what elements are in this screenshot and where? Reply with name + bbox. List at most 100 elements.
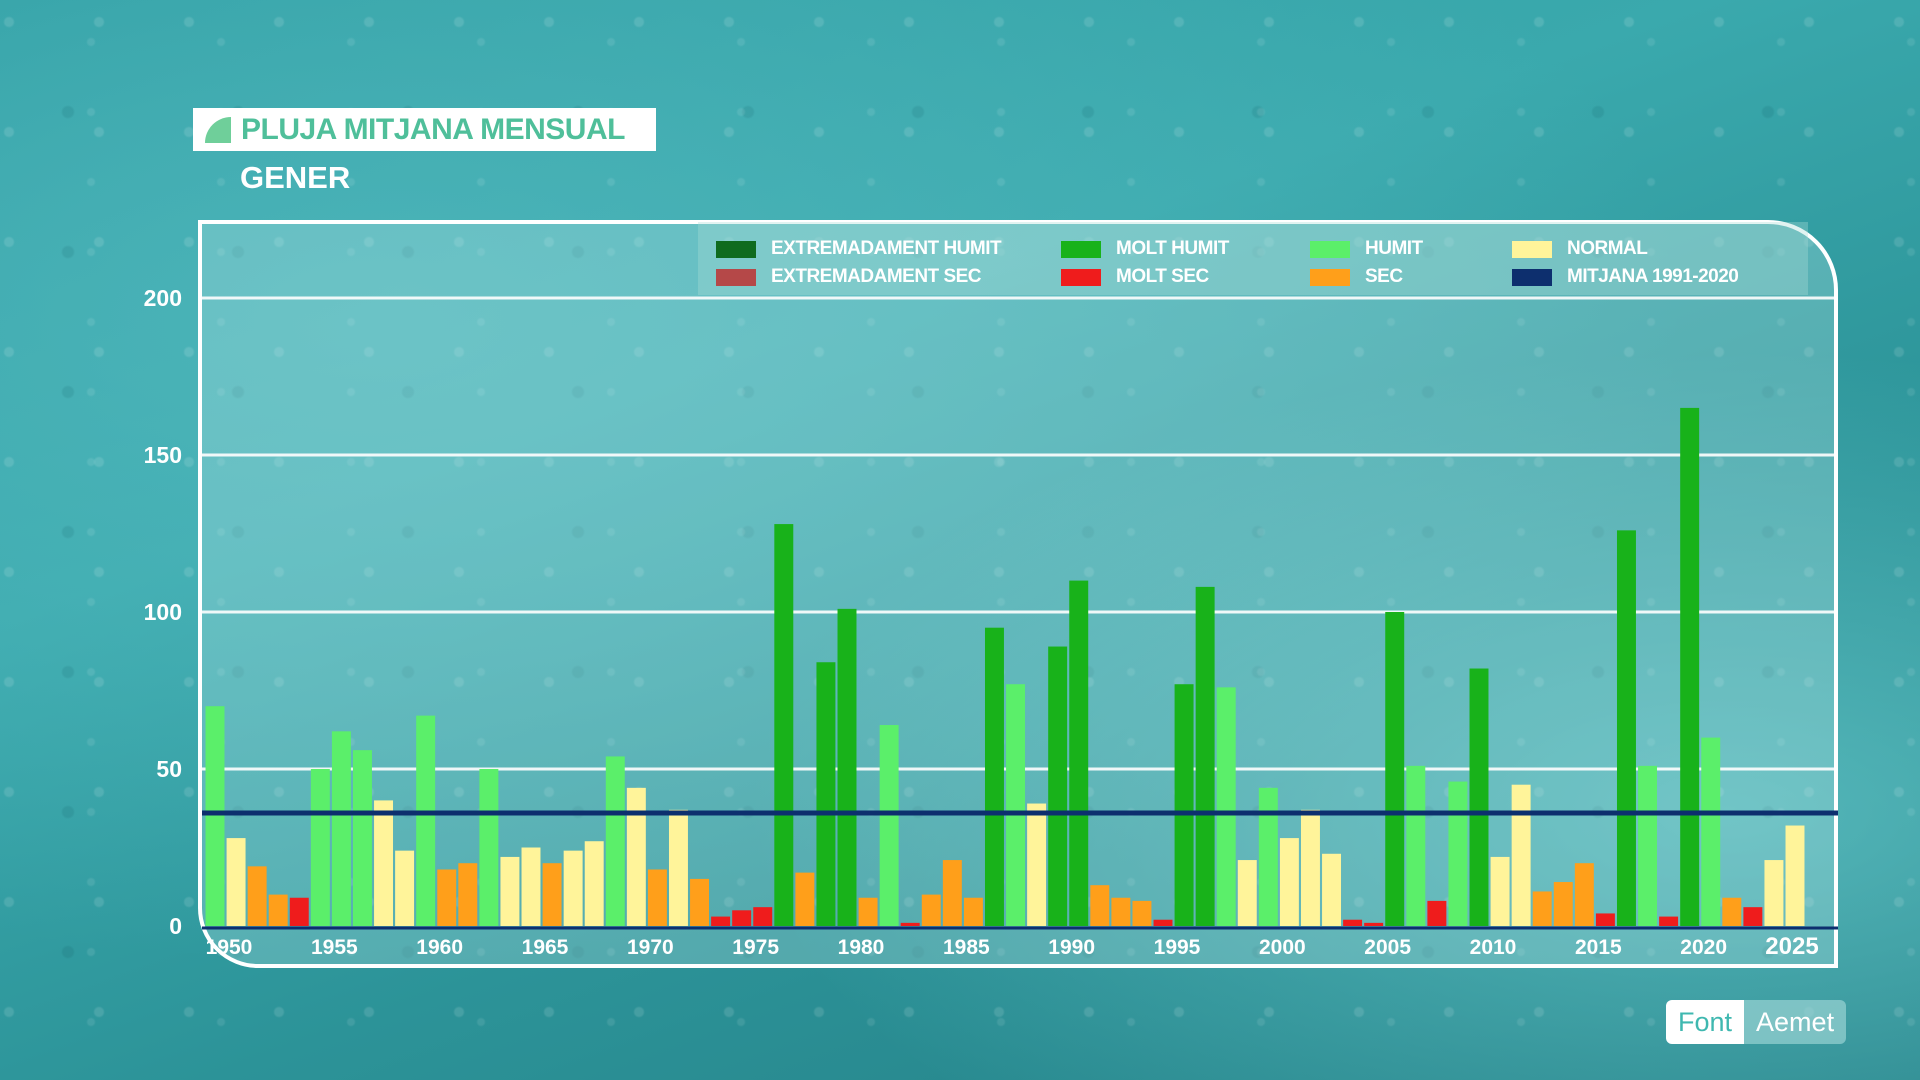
legend-swatch bbox=[1512, 240, 1552, 258]
legend-label: MITJANA 1991-2020 bbox=[1567, 266, 1739, 287]
bar-1995 bbox=[1153, 919, 1173, 926]
bar-1991 bbox=[1069, 580, 1089, 926]
bar-1962 bbox=[458, 863, 478, 926]
legend-label: MOLT SEC bbox=[1116, 266, 1209, 287]
x-tick-label: 1990 bbox=[1048, 936, 1095, 959]
bar-1957 bbox=[352, 750, 372, 926]
bar-2023 bbox=[1743, 907, 1763, 926]
y-tick-label: 150 bbox=[144, 442, 182, 468]
x-tick-label: 1955 bbox=[311, 936, 358, 959]
x-tick-label: 1960 bbox=[416, 936, 463, 959]
bar-1968 bbox=[584, 841, 604, 926]
bar-2010 bbox=[1469, 668, 1489, 926]
bar-2025 bbox=[1785, 825, 1805, 926]
x-tick-label: 1970 bbox=[627, 936, 674, 959]
legend-label: NORMAL bbox=[1567, 238, 1648, 259]
bar-1958 bbox=[374, 800, 394, 926]
bar-1964 bbox=[500, 856, 520, 926]
bar-2018 bbox=[1638, 765, 1658, 926]
bar-1996 bbox=[1174, 684, 1194, 926]
bar-1950 bbox=[205, 706, 225, 926]
legend: EXTREMADAMENT HUMIT MOLT HUMIT HUMIT NOR… bbox=[698, 222, 1808, 295]
legend-swatch bbox=[1061, 240, 1101, 258]
bar-2004 bbox=[1343, 919, 1363, 926]
source-badge: Font Aemet bbox=[1666, 1000, 1847, 1044]
bar-1993 bbox=[1111, 897, 1131, 926]
legend-swatch bbox=[1061, 268, 1101, 286]
bar-2014 bbox=[1553, 882, 1573, 926]
bar-1973 bbox=[690, 878, 710, 926]
bar-1960 bbox=[416, 715, 436, 926]
x-tick-label: 1980 bbox=[838, 936, 885, 959]
bar-1979 bbox=[816, 662, 836, 926]
bar-1954 bbox=[289, 897, 309, 926]
bar-1984 bbox=[921, 894, 941, 926]
bar-1992 bbox=[1090, 885, 1110, 926]
x-tick-label: 2010 bbox=[1470, 936, 1517, 959]
bar-1982 bbox=[879, 725, 899, 926]
bar-1988 bbox=[1006, 684, 1026, 926]
y-tick-label: 100 bbox=[144, 599, 182, 625]
legend-item-extremadament-humit: EXTREMADAMENT HUMIT bbox=[716, 238, 1002, 260]
x-tick-label: 2020 bbox=[1680, 936, 1727, 959]
legend-item-humit: HUMIT bbox=[1310, 238, 1423, 260]
legend-swatch bbox=[1310, 240, 1350, 258]
bar-1951 bbox=[226, 838, 246, 926]
legend-label: MOLT HUMIT bbox=[1116, 238, 1229, 259]
legend-swatch bbox=[716, 268, 756, 286]
bar-1978 bbox=[795, 872, 815, 926]
bar-1981 bbox=[858, 897, 878, 926]
bar-1980 bbox=[837, 608, 857, 926]
bar-2024 bbox=[1764, 860, 1784, 926]
chart-subtitle: GENER bbox=[240, 160, 351, 195]
bar-1976 bbox=[753, 907, 773, 926]
bar-1985 bbox=[942, 860, 962, 926]
bar-2017 bbox=[1616, 530, 1636, 926]
bar-2005 bbox=[1364, 922, 1384, 926]
bar-2022 bbox=[1722, 897, 1742, 926]
legend-swatch bbox=[1512, 268, 1552, 286]
bar-2002 bbox=[1300, 809, 1320, 926]
legend-label: SEC bbox=[1365, 266, 1403, 287]
bar-1971 bbox=[647, 869, 667, 926]
bar-2020 bbox=[1680, 407, 1700, 926]
bar-1997 bbox=[1195, 586, 1215, 926]
bar-1965 bbox=[521, 847, 541, 926]
bar-2006 bbox=[1385, 612, 1405, 926]
bar-2000 bbox=[1258, 787, 1278, 926]
bar-1956 bbox=[331, 731, 351, 926]
source-name: Aemet bbox=[1744, 1000, 1847, 1044]
bar-2009 bbox=[1448, 781, 1468, 926]
bar-2015 bbox=[1574, 863, 1594, 926]
bar-1952 bbox=[247, 866, 267, 926]
legend-item-molt-sec: MOLT SEC bbox=[1061, 266, 1209, 288]
bar-1959 bbox=[395, 850, 415, 926]
bar-1994 bbox=[1132, 900, 1152, 926]
bar-1998 bbox=[1216, 687, 1236, 926]
bar-2001 bbox=[1279, 838, 1299, 926]
bar-1986 bbox=[963, 897, 983, 926]
x-tick-label: 1950 bbox=[206, 936, 253, 959]
y-tick-label: 50 bbox=[156, 756, 182, 782]
legend-label: EXTREMADAMENT SEC bbox=[771, 266, 982, 287]
bar-1977 bbox=[774, 524, 794, 926]
x-tick-label: 2000 bbox=[1259, 936, 1306, 959]
legend-item-extremadament-sec: EXTREMADAMENT SEC bbox=[716, 266, 982, 288]
x-tick-label: 2005 bbox=[1364, 936, 1411, 959]
x-tick-label: 1975 bbox=[732, 936, 779, 959]
bar-1969 bbox=[605, 756, 625, 926]
legend-item-mitjana: MITJANA 1991-2020 bbox=[1512, 266, 1739, 288]
legend-swatch bbox=[1310, 268, 1350, 286]
bar-2007 bbox=[1406, 765, 1426, 926]
bar-2012 bbox=[1511, 784, 1531, 926]
bar-1990 bbox=[1048, 646, 1068, 926]
bar-1975 bbox=[732, 910, 752, 926]
chart-title: PLUJA MITJANA MENSUAL bbox=[241, 112, 625, 146]
bar-1989 bbox=[1027, 803, 1047, 926]
x-tick-label: 2015 bbox=[1575, 936, 1622, 959]
legend-label: HUMIT bbox=[1365, 238, 1423, 259]
bar-2013 bbox=[1532, 891, 1552, 926]
bar-1966 bbox=[542, 863, 562, 926]
title-banner: PLUJA MITJANA MENSUAL bbox=[193, 108, 656, 151]
